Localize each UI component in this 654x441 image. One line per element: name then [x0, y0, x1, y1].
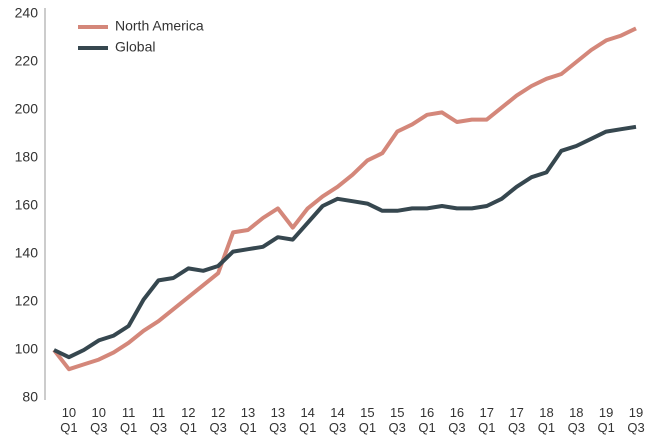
y-tick-label: 120	[15, 293, 39, 309]
x-tick-label: 10 Q3	[90, 405, 108, 435]
x-tick-label: 14 Q1	[299, 405, 317, 435]
x-tick-label: 16 Q1	[418, 405, 436, 435]
x-tick-label: 10 Q1	[60, 405, 78, 435]
line-series	[53, 124, 637, 360]
x-tick-label: 18 Q3	[567, 405, 585, 435]
x-tick-label: 19 Q1	[597, 405, 615, 435]
x-tick-label: 11 Q3	[149, 405, 168, 435]
y-tick-label: 80	[22, 389, 38, 405]
x-tick-label: 14 Q3	[328, 405, 347, 435]
y-tick-label: 220	[15, 53, 39, 69]
line-series	[52, 26, 637, 372]
x-tick-label: 17 Q1	[478, 405, 496, 435]
y-tick-label: 240	[15, 5, 39, 21]
x-tick-label: 15 Q3	[388, 405, 406, 435]
x-tick-label: 12 Q1	[179, 405, 197, 435]
y-tick-label: 140	[15, 245, 39, 261]
y-tick-label: 200	[15, 101, 39, 117]
x-tick-label: 16 Q3	[448, 405, 466, 435]
legend-label: Global	[115, 39, 155, 55]
x-tick-label: 19 Q3	[627, 405, 645, 435]
x-tick-label: 15 Q1	[358, 405, 377, 435]
x-tick-label: 13 Q1	[239, 405, 257, 435]
x-tick-label: 13 Q3	[269, 405, 287, 435]
y-tick-label: 100	[15, 341, 39, 357]
y-tick-label: 180	[15, 149, 39, 165]
x-tick-label: 17 Q3	[507, 405, 526, 435]
legend-label: North America	[115, 18, 204, 34]
x-tick-label: 11 Q1	[119, 405, 138, 435]
y-tick-label: 160	[15, 197, 39, 213]
x-tick-label: 18 Q1	[537, 405, 556, 435]
x-tick-label: 12 Q3	[209, 405, 227, 435]
